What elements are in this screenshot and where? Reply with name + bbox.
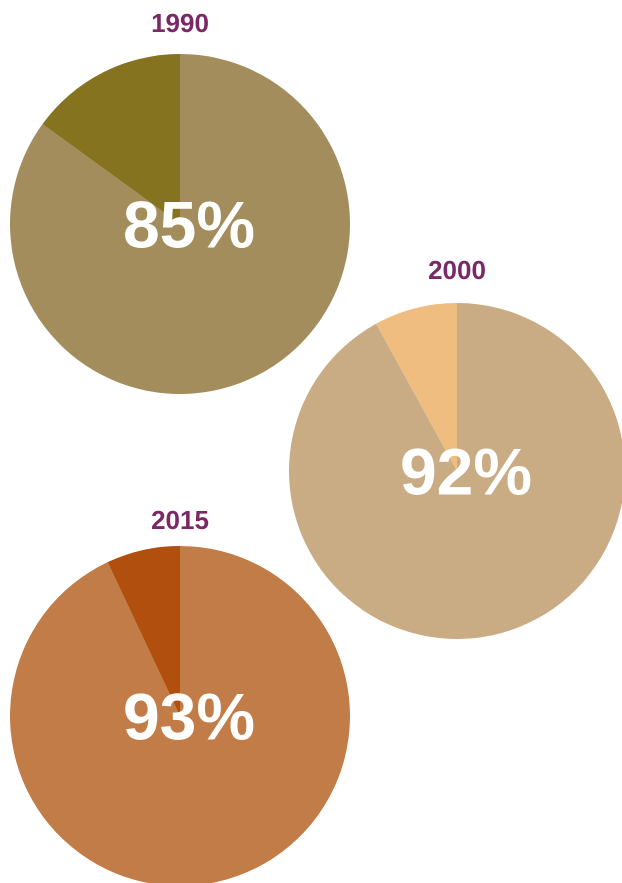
pie-title: 2015 [151, 505, 209, 535]
pie-title: 1990 [151, 8, 209, 38]
value-label: 92% [400, 434, 532, 508]
value-label: 93% [123, 679, 255, 753]
pie-title: 2000 [428, 255, 486, 285]
infographic: 1990 85% 2000 92% 2015 93% [0, 0, 622, 883]
value-label: 85% [123, 187, 255, 261]
